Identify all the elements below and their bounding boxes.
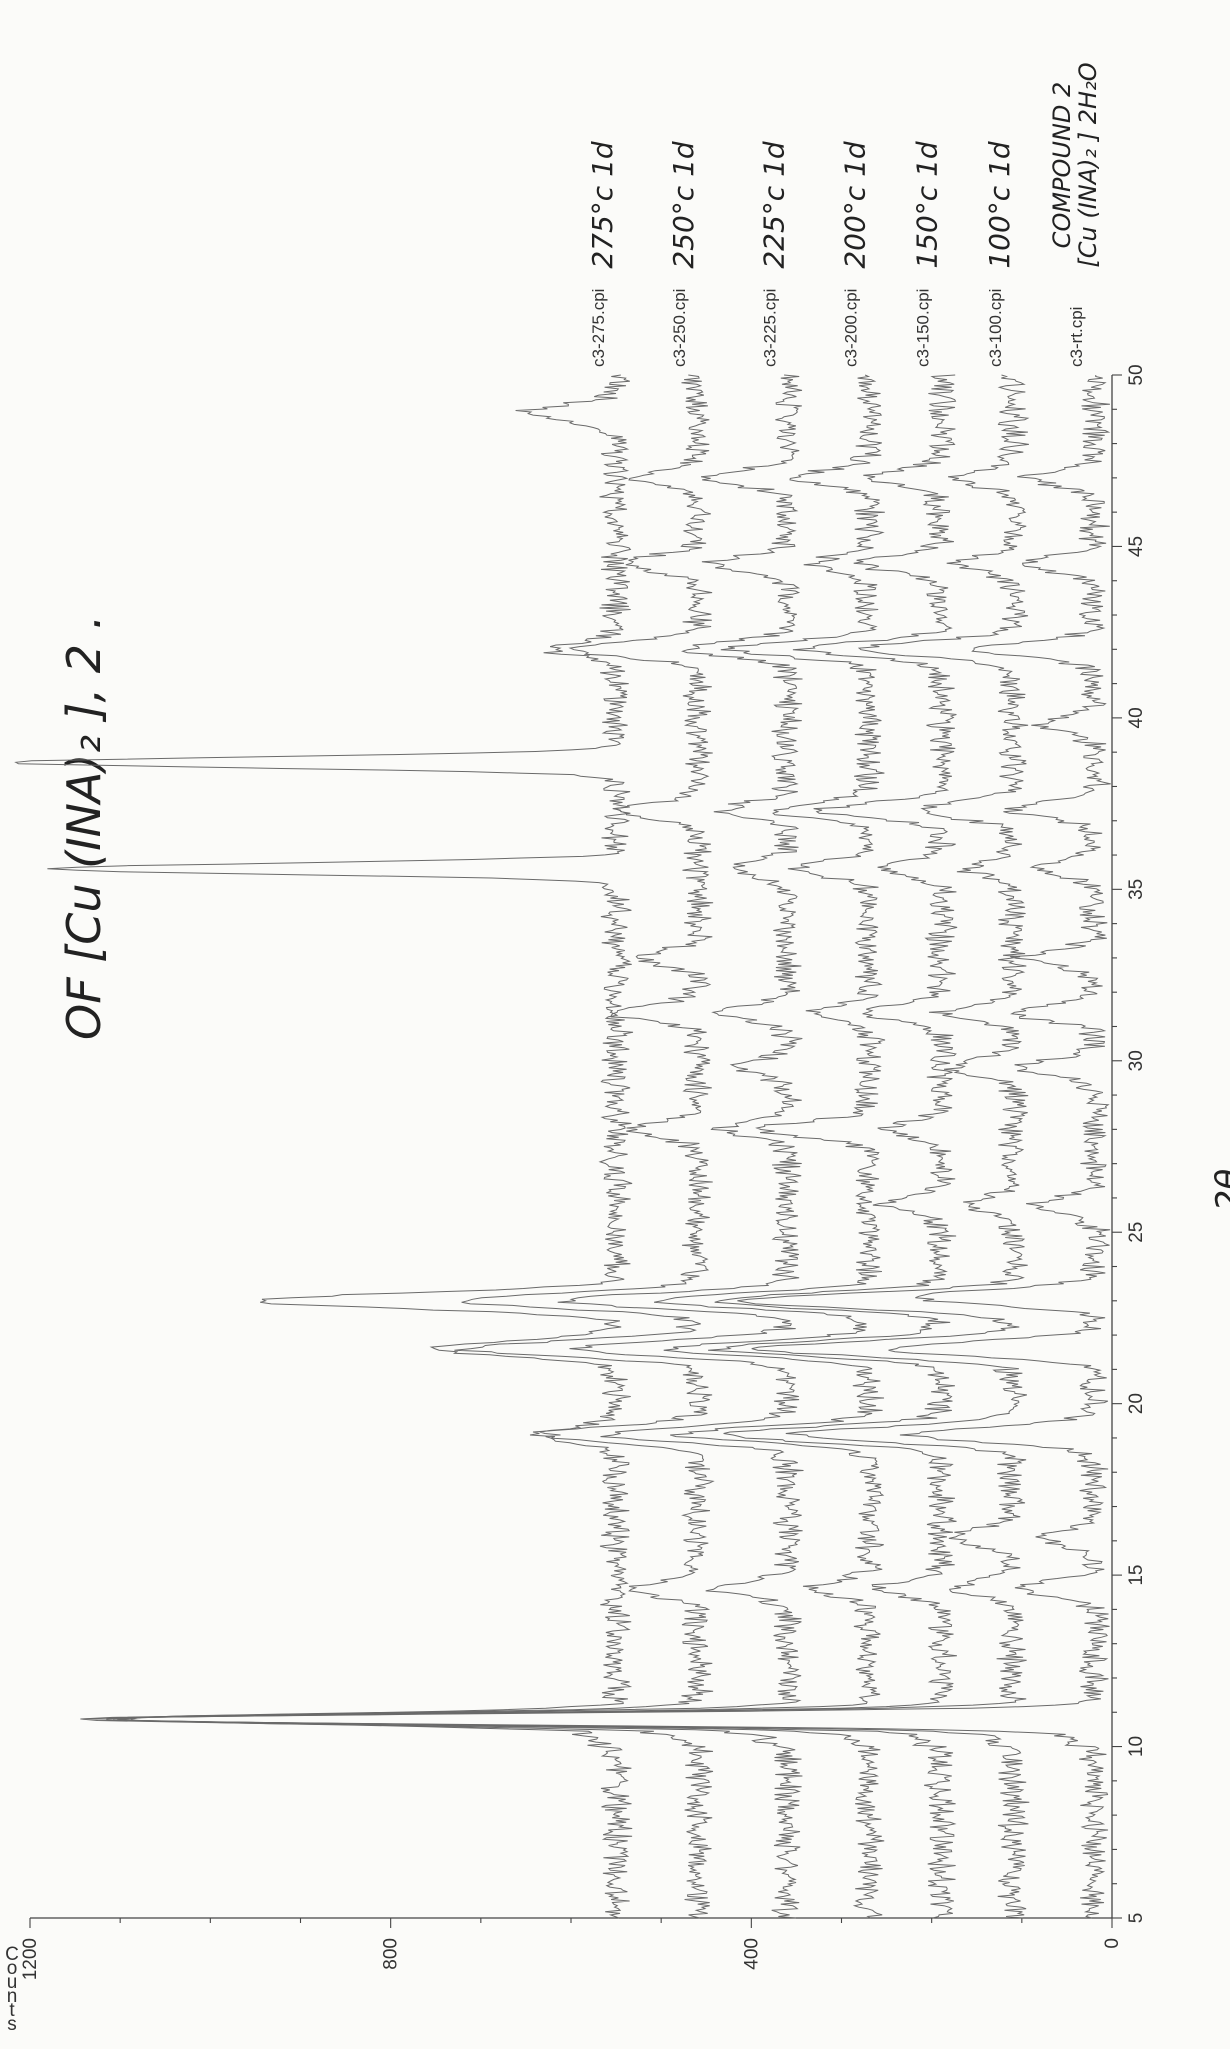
annotation-text: COMPOUND 2 <box>1048 82 1076 249</box>
x-tick-label: 50 <box>1126 364 1147 385</box>
x-tick-label-group: 25 <box>1126 1222 1147 1243</box>
handwritten-annotations: COMPOUND 2[Cu (INA)₂ ] 2H₂O 100°c 1d 150°c… <box>586 62 1102 268</box>
y-tick-label: 1200 <box>20 1938 41 1980</box>
x-tick-label-group: 50 <box>1126 364 1147 385</box>
trace-labels: c3-rt.cpi c3-100.cpi c3-150.cpi c3-200.cpi c… <box>589 289 1086 367</box>
y-axis-title-letter: u <box>7 1972 18 1993</box>
y-tick-label: 800 <box>381 1938 402 1970</box>
annotation-text: 200°c 1d <box>839 141 872 269</box>
handwritten-title: OF [Cu (INA)₂ ], 2 . <box>57 615 111 1040</box>
x-tick-label: 40 <box>1126 707 1147 728</box>
x-tick-label: 45 <box>1126 536 1147 557</box>
x-tick-label: 15 <box>1126 1565 1147 1586</box>
y-axis-title-letter: s <box>7 2014 17 2035</box>
y-ticks: 0 400 800 1200 <box>20 1918 1123 1980</box>
x-tick-label-group: 10 <box>1126 1736 1147 1757</box>
x-tick-label: 35 <box>1126 879 1147 900</box>
annotation-text: 150°c 1d <box>911 141 944 269</box>
trace-c3-rt.cpi <box>82 374 1111 1919</box>
trace-c3-250.cpi <box>106 374 715 1919</box>
x-tick-label-group: 45 <box>1126 536 1147 557</box>
annotation-group: COMPOUND 2 <box>1048 82 1076 249</box>
x-tick-label: 25 <box>1126 1222 1147 1243</box>
series-label-group: c3-250.cpi <box>670 289 689 367</box>
series-label: c3-rt.cpi <box>1067 307 1086 367</box>
x-tick-label-group: 30 <box>1126 1050 1147 1071</box>
y-tick-label-group: 800 <box>381 1938 402 1970</box>
series-label: c3-200.cpi <box>842 289 861 367</box>
trace-c3-200.cpi <box>113 374 886 1919</box>
y-axis-title-letter: t <box>9 2000 15 2021</box>
y-tick-label-group: 400 <box>741 1938 762 1970</box>
series-label: c3-250.cpi <box>670 289 689 367</box>
series-label-group: c3-rt.cpi <box>1067 307 1086 367</box>
traces <box>14 374 1111 1919</box>
x-tick-label-group: 35 <box>1126 879 1147 900</box>
annotation-text: 100°c 1d <box>983 141 1016 269</box>
annotation-group: 250°c 1d <box>667 141 700 269</box>
series-label-group: c3-225.cpi <box>760 289 779 367</box>
series-label-group: c3-100.cpi <box>986 289 1005 367</box>
x-axis-title-group: 2θ <box>1209 1169 1230 1212</box>
trace-c3-100.cpi <box>117 374 1030 1919</box>
y-tick-label-group: 0 <box>1102 1938 1123 1949</box>
x-ticks: 5 10 15 20 25 30 35 40 45 50 <box>1112 364 1147 1923</box>
series-label: c3-275.cpi <box>589 289 608 367</box>
y-tick-label: 0 <box>1102 1938 1123 1949</box>
x-tick-label: 30 <box>1126 1050 1147 1071</box>
series-label-group: c3-275.cpi <box>589 289 608 367</box>
x-tick-label-group: 15 <box>1126 1565 1147 1586</box>
y-axis-title-letter: n <box>7 1986 18 2007</box>
annotation-text: 225°c 1d <box>757 141 790 269</box>
annotation-group: 275°c 1d <box>586 141 619 269</box>
y-axis-title-letter: o <box>7 1958 18 1979</box>
x-tick-label: 20 <box>1126 1393 1147 1414</box>
annotation-text: [Cu (INA)₂ ] 2H₂O <box>1074 62 1102 267</box>
x-tick-label: 10 <box>1126 1736 1147 1757</box>
trace-c3-225.cpi <box>80 374 804 1919</box>
x-tick-label-group: 5 <box>1126 1913 1147 1924</box>
x-tick-label: 5 <box>1126 1913 1147 1924</box>
annotation-text: 250°c 1d <box>667 141 700 269</box>
title-line-1: OF [Cu (INA)₂ ], 2 . <box>57 615 111 1040</box>
series-label: c3-100.cpi <box>986 289 1005 367</box>
trace-c3-275.cpi <box>14 374 634 1919</box>
annotation-group: 150°c 1d <box>911 141 944 269</box>
annotation-group: 200°c 1d <box>839 141 872 269</box>
x-axis-title: 2θ <box>1209 1169 1230 1212</box>
x-tick-label-group: 20 <box>1126 1393 1147 1414</box>
series-label-group: c3-200.cpi <box>842 289 861 367</box>
y-tick-label: 400 <box>741 1938 762 1970</box>
annotation-group: 225°c 1d <box>757 141 790 269</box>
annotation-group: [Cu (INA)₂ ] 2H₂O <box>1074 62 1102 267</box>
series-label-group: c3-150.cpi <box>914 289 933 367</box>
annotation-group: 100°c 1d <box>983 141 1016 269</box>
series-label: c3-225.cpi <box>760 289 779 367</box>
x-tick-label-group: 40 <box>1126 707 1147 728</box>
series-label: c3-150.cpi <box>914 289 933 367</box>
y-axis-title-letter: C <box>5 1944 19 1965</box>
trace-c3-150.cpi <box>117 374 958 1919</box>
annotation-text: 275°c 1d <box>586 141 619 269</box>
y-tick-label-group: 1200 <box>20 1938 41 1980</box>
